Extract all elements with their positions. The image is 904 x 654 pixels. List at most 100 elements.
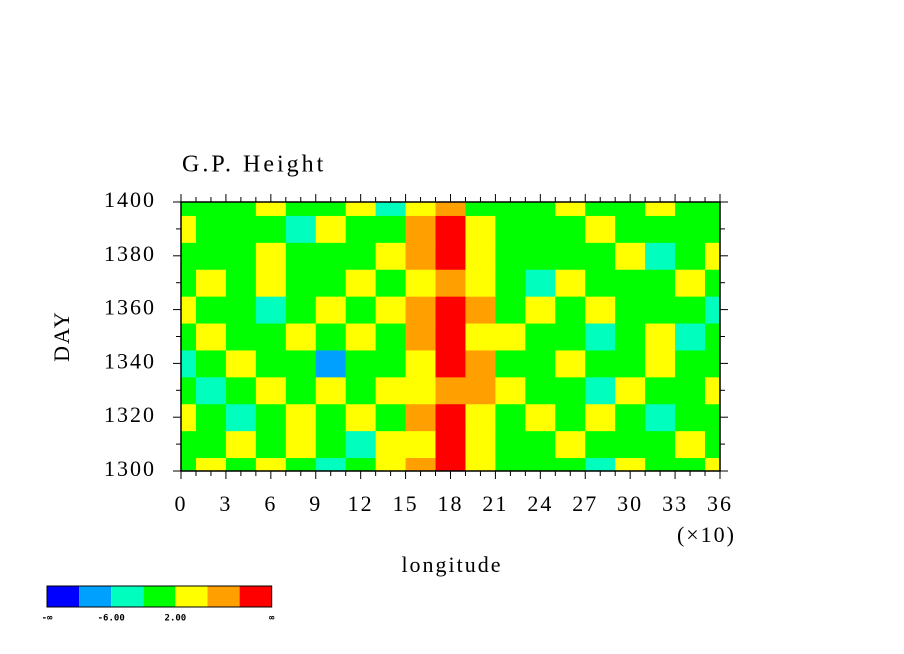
field-cell bbox=[615, 269, 646, 297]
field-cell bbox=[615, 403, 646, 432]
field-cell bbox=[345, 403, 377, 432]
colorbar-label: -6.00 bbox=[98, 614, 125, 624]
field-cell bbox=[345, 376, 377, 405]
field-cell bbox=[225, 430, 257, 459]
x-tick-label: 27 bbox=[572, 491, 598, 516]
colorbar-box bbox=[79, 586, 112, 607]
field-cell bbox=[465, 349, 496, 378]
field-cell bbox=[225, 269, 257, 297]
field-cell bbox=[195, 349, 227, 378]
field-cell bbox=[465, 215, 496, 243]
field-cell bbox=[375, 430, 407, 459]
field-cell bbox=[315, 349, 347, 378]
field-cell bbox=[315, 242, 347, 270]
field-cell bbox=[375, 296, 407, 324]
field-cell bbox=[705, 269, 721, 297]
field-cell bbox=[585, 202, 616, 216]
field-cell bbox=[285, 215, 317, 243]
field-cell bbox=[345, 323, 377, 351]
colorbar-label: ∞ bbox=[269, 614, 275, 624]
field-cell bbox=[181, 269, 197, 297]
field-cell bbox=[615, 296, 646, 324]
field-cell bbox=[705, 202, 721, 216]
field-cell bbox=[615, 349, 646, 378]
field-cell bbox=[705, 349, 721, 378]
field-cell bbox=[285, 202, 317, 216]
field-cell bbox=[315, 215, 347, 243]
field-cell bbox=[225, 376, 257, 405]
field-cell bbox=[285, 269, 317, 297]
y-tick-label: 1360 bbox=[104, 295, 156, 320]
field-cell bbox=[465, 269, 496, 297]
field-cell bbox=[435, 242, 466, 270]
field-cell bbox=[675, 376, 706, 405]
field-cell bbox=[181, 403, 197, 432]
field-cell bbox=[675, 430, 706, 459]
field-cell bbox=[585, 403, 616, 432]
field-cell bbox=[195, 242, 227, 270]
field-cell bbox=[405, 202, 437, 216]
field-cell bbox=[285, 242, 317, 270]
field-cell bbox=[675, 323, 706, 351]
colorbar-frame bbox=[46, 585, 273, 608]
field-cell bbox=[181, 202, 197, 216]
x-tick-label: 6 bbox=[264, 491, 277, 516]
field-cell bbox=[225, 215, 257, 243]
field-cell bbox=[405, 296, 437, 324]
x-axis-multiplier: (×10) bbox=[677, 522, 736, 547]
field-cell bbox=[555, 215, 586, 243]
field-cell bbox=[225, 403, 257, 432]
field-cell bbox=[195, 376, 227, 405]
x-tick-label: 18 bbox=[438, 491, 464, 516]
field-cell bbox=[525, 269, 556, 297]
field-cell bbox=[585, 376, 616, 405]
field-cell bbox=[615, 457, 646, 472]
field-cell bbox=[435, 457, 466, 472]
field-cell bbox=[705, 430, 721, 459]
field-cell bbox=[465, 242, 496, 270]
field-cell bbox=[435, 349, 466, 378]
field-cell bbox=[405, 323, 437, 351]
field-cell bbox=[181, 215, 197, 243]
field-cell bbox=[585, 457, 616, 472]
field-cell bbox=[465, 403, 496, 432]
field-cell bbox=[465, 202, 496, 216]
field-cell bbox=[255, 215, 287, 243]
field-cell bbox=[465, 457, 496, 472]
field-cell bbox=[645, 202, 676, 216]
field-cell bbox=[315, 457, 347, 472]
field-cell bbox=[405, 403, 437, 432]
x-tick-label: 33 bbox=[662, 491, 688, 516]
field-cell bbox=[645, 376, 676, 405]
field-cell bbox=[285, 403, 317, 432]
field-cell bbox=[435, 296, 466, 324]
field-cell bbox=[315, 430, 347, 459]
field-cell bbox=[255, 430, 287, 459]
field-cell bbox=[615, 242, 646, 270]
y-axis-label: DAY bbox=[49, 310, 74, 362]
field-cell bbox=[285, 349, 317, 378]
field-cell bbox=[435, 376, 466, 405]
x-axis-label: longitude bbox=[401, 552, 502, 577]
colorbar-box bbox=[207, 586, 240, 607]
field-cell bbox=[675, 296, 706, 324]
field-cell bbox=[675, 242, 706, 270]
field-cell bbox=[645, 430, 676, 459]
field-cell bbox=[555, 323, 586, 351]
field-cell bbox=[465, 376, 496, 405]
field-cell bbox=[525, 349, 556, 378]
field-cell bbox=[585, 323, 616, 351]
field-cell bbox=[525, 296, 556, 324]
field-cell bbox=[181, 349, 197, 378]
field-cell bbox=[675, 349, 706, 378]
field-cell bbox=[435, 430, 466, 459]
field-cell bbox=[495, 430, 526, 459]
x-tick-label: 0 bbox=[175, 491, 188, 516]
field-cell bbox=[525, 457, 556, 472]
field-cell bbox=[225, 296, 257, 324]
field-cell bbox=[375, 215, 407, 243]
field-cell bbox=[435, 215, 466, 243]
field-cell bbox=[435, 323, 466, 351]
field-cell bbox=[181, 296, 197, 324]
field-cell bbox=[645, 349, 676, 378]
